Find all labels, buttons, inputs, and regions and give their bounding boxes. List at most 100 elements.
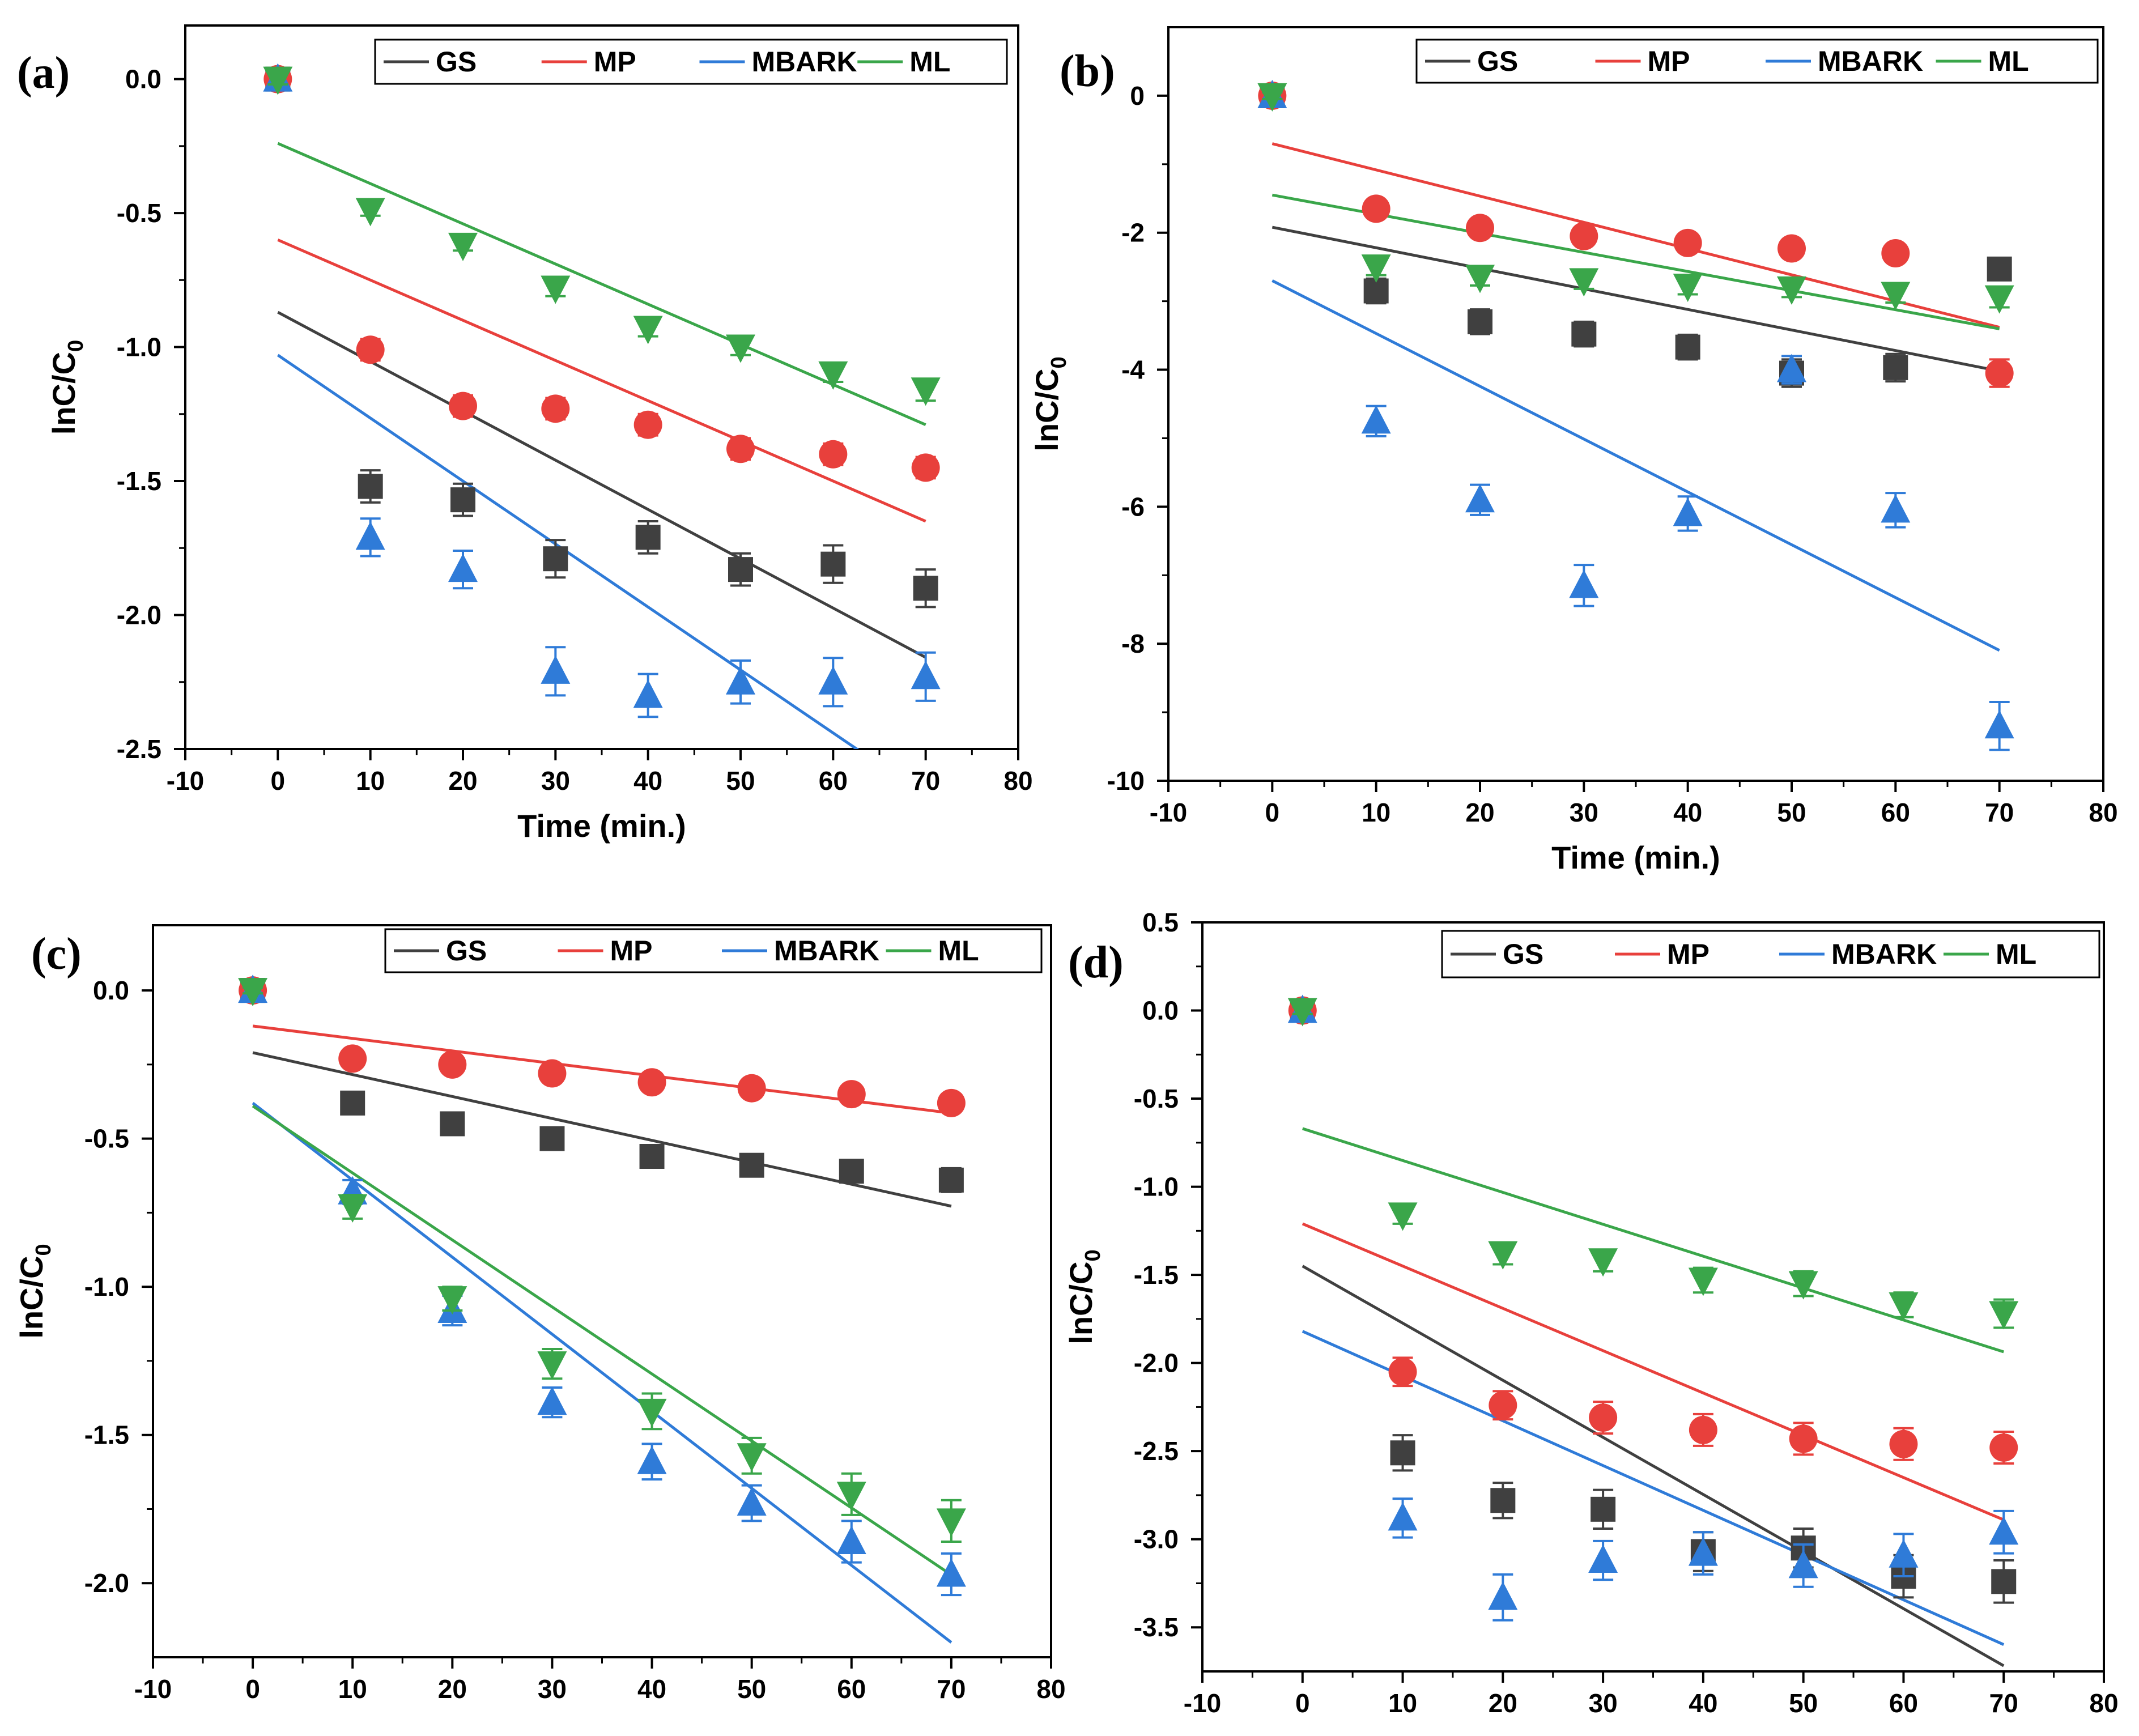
data-point-mp [726,435,755,463]
data-point-mp [1789,1424,1818,1453]
data-point-mp [737,1074,766,1103]
data-point-ml [1984,285,2014,314]
data-point-mp [538,1059,567,1088]
data-point-mbark [355,521,385,550]
x-tick-label: 20 [1465,798,1494,827]
data-point-gs [839,1159,864,1184]
data-point-mp [1489,1391,1517,1420]
y-tick-label: 0.0 [93,976,129,1005]
series-mbark [1287,994,2019,1622]
data-point-mbark [1989,1516,2019,1545]
y-tick-label: -1.0 [117,333,161,362]
data-point-mp [338,1044,367,1073]
y-tick-label: -1.0 [1134,1172,1179,1202]
fit-line-gs [1272,225,2000,373]
x-tick-label: 50 [726,766,755,795]
data-point-mp [449,392,477,420]
data-point-mbark [537,1386,567,1415]
legend-label-mp: MP [610,935,653,967]
data-point-ml [836,1482,866,1511]
legend-label-gs: GS [1477,45,1518,77]
data-point-mbark [1361,405,1391,434]
plot-frame [1167,26,2104,782]
fit-line-gs [1302,1265,2005,1667]
y-tick-label: -2 [1121,218,1145,248]
data-point-gs [1468,309,1492,334]
data-point-gs [440,1111,465,1137]
data-point-ml [1488,1241,1518,1270]
data-point-ml [541,275,571,304]
data-point-mp [1388,1358,1417,1386]
x-tick-label: -10 [1184,1688,1221,1718]
data-point-gs [639,1144,665,1169]
data-point-gs [1675,334,1700,360]
y-axis-title-subscript: 0 [1047,356,1071,368]
fit-line-ml [1302,1127,2004,1354]
x-tick-label: 30 [538,1674,567,1704]
data-point-ml [1588,1248,1618,1277]
data-point-mbark [1588,1544,1618,1573]
data-point-gs [543,546,568,572]
y-tick-label: -3.5 [1134,1612,1179,1642]
panel-c: -10 0 10 20 30 40 50 60 70 80 0.0 -0.5 -1.0 -1.5 -2.0 l… [14,924,1066,1704]
data-point-ml [1287,998,1317,1027]
data-point-gs [913,576,938,601]
data-point-mbark [541,655,571,684]
x-tick-label: 40 [1673,798,1702,827]
data-point-mp [1985,359,2014,388]
data-point-ml [238,978,268,1007]
data-point-ml [911,377,941,406]
data-point-gs [1571,321,1597,347]
data-point-mbark [637,1445,667,1474]
x-tick-label: 50 [1789,1688,1818,1718]
data-point-mbark [1688,1537,1718,1566]
data-point-mp [1570,222,1598,250]
data-point-mbark [1673,497,1703,526]
data-point-ml [1889,1292,1919,1321]
data-point-gs [820,551,846,577]
series-mp [1288,996,2018,1465]
data-point-ml [1777,276,1806,305]
fit-lines [1272,142,2000,652]
data-point-mp [438,1050,467,1079]
legend-label-gs: GS [436,46,477,78]
fit-line-mbark [1302,1330,2005,1646]
data-point-mbark [1889,1539,1919,1568]
x-axis-title: Time (min.) [517,808,686,844]
data-point-ml [263,66,293,95]
x-tick-label: 30 [541,766,570,795]
series-mbark [1257,79,2014,751]
panel-b: -10 0 10 20 30 40 50 60 70 80 0 -2 -4 -6 -8 -10 Time (mi… [1029,26,2118,875]
data-point-ml [1989,1301,2019,1330]
y-tick-label: 0 [1130,81,1145,110]
data-point-mbark [1488,1581,1518,1610]
x-tick-label: 20 [448,766,477,795]
fit-line-mp [277,239,926,523]
panel-d: -10 0 10 20 30 40 50 60 70 80 0.5 0.0 -0.5 -1.0 -1.5 -2… [1063,908,2119,1718]
data-point-ml [448,232,478,261]
x-tick-label: 10 [1362,798,1390,827]
y-tick-label: -0.5 [117,198,161,228]
x-tick-label: 10 [1388,1688,1417,1718]
data-point-ml [1673,274,1703,303]
data-point-mbark [1569,569,1599,598]
data-point-mp [1889,1429,1918,1458]
y-axis-title: lnC/C0 [1029,356,1071,451]
data-point-mp [937,1088,966,1117]
x-tick-label: 40 [637,1674,666,1704]
legend: GS MP MBARK ML [1441,930,2100,978]
data-point-gs [728,557,753,582]
data-point-gs [1490,1488,1516,1513]
data-point-ml [338,1194,368,1223]
y-axis-title: lnC/C0 [1063,1249,1105,1344]
data-point-gs [739,1152,764,1178]
data-point-ml [818,361,848,390]
legend-label-gs: GS [1503,938,1543,970]
y-tick-label: -1.5 [1134,1260,1179,1290]
data-point-mp [637,1068,666,1097]
x-tick-label: 40 [633,766,662,795]
data-point-ml [1688,1267,1718,1296]
y-axis-title-main: lnC/C [14,1256,49,1338]
data-point-mbark [818,666,848,695]
y-tick-label: -2.5 [1134,1436,1179,1466]
